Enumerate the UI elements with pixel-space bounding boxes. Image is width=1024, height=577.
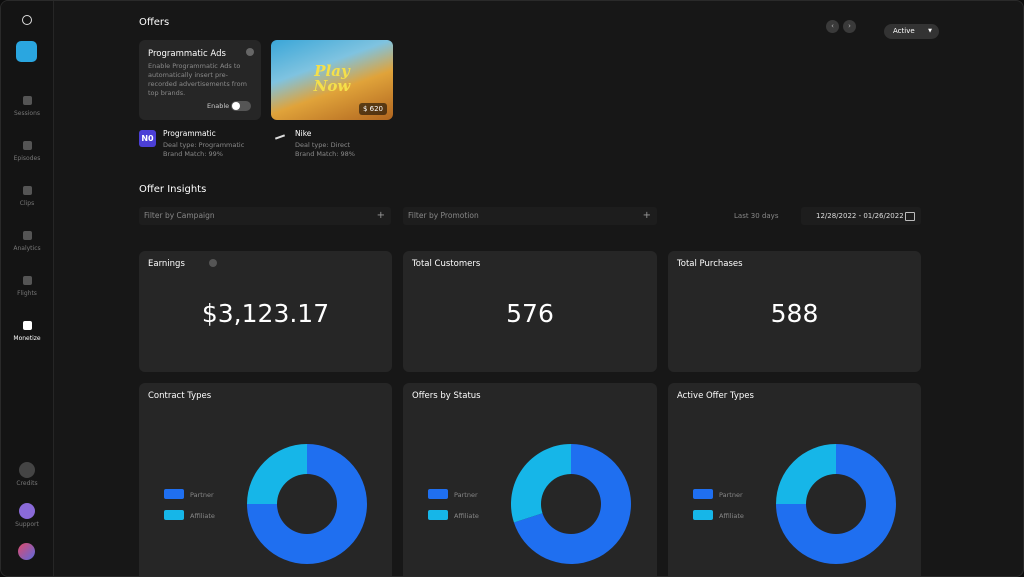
next-button[interactable]: ›	[843, 20, 856, 33]
stat-card: Total Purchases 588	[668, 251, 921, 372]
filter[interactable]: Filter by Campaign +	[139, 207, 391, 225]
nav-icon	[22, 186, 32, 195]
sidebar: Sessions Episodes Clips Analytics Flights Mon…	[1, 1, 54, 576]
nav-icon	[19, 503, 35, 519]
logo	[22, 15, 32, 25]
date-range: 12/28/2022 - 01/26/2022	[816, 212, 904, 220]
legend-swatch	[164, 510, 184, 520]
nav-icon	[22, 96, 32, 105]
nav-label: Flights	[17, 290, 37, 297]
filter-label: Filter by Campaign	[144, 211, 215, 220]
nav-label: Clips	[19, 200, 35, 207]
section-title: Offers	[139, 17, 170, 28]
legend-swatch	[428, 489, 448, 499]
nav-icon	[22, 141, 32, 150]
donut-segment	[776, 444, 836, 504]
nav-item[interactable]: Analytics	[1, 231, 53, 252]
image-headline: Play Now	[313, 62, 351, 95]
prev-button[interactable]: ‹	[826, 20, 839, 33]
info-icon[interactable]	[209, 259, 217, 267]
nav-icon	[22, 321, 32, 330]
deal-type: Deal type: Programmatic	[163, 141, 245, 149]
nav-item[interactable]: Monetize	[1, 321, 53, 342]
nav-label: Support	[15, 521, 39, 528]
donut-segment	[247, 444, 307, 504]
donut-segment	[247, 444, 367, 564]
nav-label: Episodes	[13, 155, 41, 162]
chart: Partner Affiliate	[164, 444, 367, 564]
legend-swatch	[164, 489, 184, 499]
nav-icon	[22, 231, 32, 240]
nav-icon	[19, 462, 35, 478]
nav-label: Credits	[16, 480, 38, 487]
promo-card[interactable]: Programmatic Ads Enable Programmatic Ads…	[139, 40, 261, 120]
date-picker[interactable]: 12/28/2022 - 01/26/2022	[801, 207, 921, 225]
brand-match: Brand Match: 99%	[163, 150, 223, 158]
stat-label: Total Customers	[412, 259, 481, 269]
stat-label: Earnings	[148, 259, 185, 269]
card-title: Programmatic Ads	[148, 49, 226, 59]
donut-segment	[511, 444, 571, 523]
toggle[interactable]	[231, 101, 251, 111]
chart-title: Active Offer Types	[677, 391, 754, 401]
workspace-icon[interactable]	[16, 41, 37, 62]
brand-match: Brand Match: 98%	[295, 150, 355, 158]
chart-title: Contract Types	[148, 391, 212, 401]
legend-swatch	[693, 489, 713, 499]
legend-label: Partner	[454, 491, 478, 499]
deal-name: Nike	[295, 129, 312, 138]
nav-label: Monetize	[13, 335, 41, 342]
status-dropdown[interactable]: Active ▼	[884, 24, 939, 39]
nav-label: Analytics	[13, 245, 41, 252]
deal-name: Programmatic	[163, 129, 216, 138]
legend-swatch	[428, 510, 448, 520]
card-description: Enable Programmatic Ads to automatically…	[148, 62, 247, 97]
legend-label: Affiliate	[719, 512, 744, 520]
nav-item[interactable]: Credits	[1, 462, 53, 487]
chart: Partner Affiliate	[428, 444, 631, 564]
donut-segment	[513, 444, 631, 564]
legend-label: Affiliate	[190, 512, 215, 520]
chart-card: Active Offer Types Partner Affiliate	[668, 383, 921, 576]
nav-item[interactable]: Clips	[1, 186, 53, 207]
stat-label: Total Purchases	[677, 259, 743, 269]
toggle-label: Enable	[207, 102, 230, 110]
stat-value: 588	[770, 299, 819, 328]
legend-label: Partner	[719, 491, 743, 499]
stat-value: 576	[506, 299, 554, 328]
chart-card: Contract Types Partner Affiliate	[139, 383, 392, 576]
avatar[interactable]	[18, 543, 35, 560]
legend-label: Affiliate	[454, 512, 479, 520]
section-title: Offer Insights	[139, 184, 207, 195]
dropdown-value: Active	[893, 27, 915, 35]
nav-item[interactable]: Support	[1, 503, 53, 528]
price-tag: $ 620	[358, 103, 387, 115]
stat-value: $3,123.17	[201, 299, 330, 328]
range-label: Last 30 days	[734, 212, 779, 220]
filter[interactable]: Filter by Promotion +	[403, 207, 657, 225]
nav-item[interactable]: Sessions	[1, 96, 53, 117]
nav-item[interactable]: Episodes	[1, 141, 53, 162]
offer-image[interactable]: Play Now $ 620	[271, 40, 393, 120]
nav-label: Sessions	[13, 110, 41, 117]
chart: Partner Affiliate	[693, 444, 896, 564]
legend-label: Partner	[190, 491, 214, 499]
chart-title: Offers by Status	[412, 391, 481, 401]
filter-label: Filter by Promotion	[408, 211, 479, 220]
stat-card: Total Customers 576	[403, 251, 657, 372]
info-icon[interactable]	[246, 48, 254, 56]
nav-icon	[22, 276, 32, 285]
nike-logo	[274, 134, 286, 140]
stat-card: Earnings $3,123.17	[139, 251, 392, 372]
brand-logo: N0	[139, 130, 156, 147]
legend-swatch	[693, 510, 713, 520]
nav-item[interactable]: Flights	[1, 276, 53, 297]
donut-segment	[776, 444, 896, 564]
deal-type: Deal type: Direct	[295, 141, 351, 149]
chart-card: Offers by Status Partner Affiliate	[403, 383, 657, 576]
